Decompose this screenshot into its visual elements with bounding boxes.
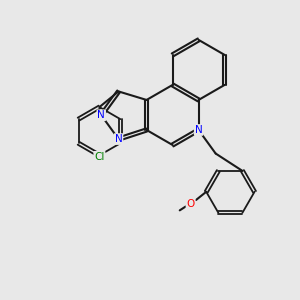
- Text: N: N: [98, 110, 105, 120]
- Text: Cl: Cl: [94, 152, 105, 162]
- Text: O: O: [187, 199, 195, 208]
- Text: N: N: [195, 125, 203, 135]
- Text: N: N: [115, 134, 122, 144]
